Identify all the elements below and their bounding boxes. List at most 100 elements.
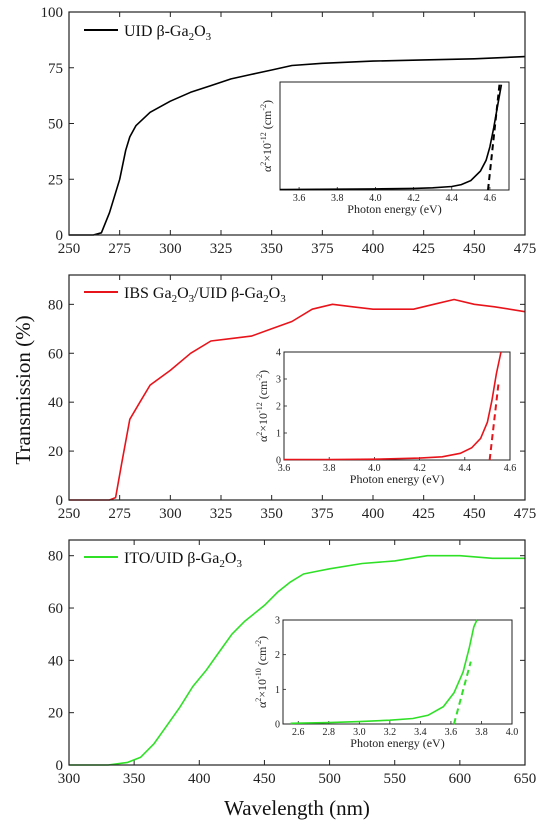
inset-x-tick-label: 3.2 bbox=[384, 727, 397, 738]
x-tick-label: 450 bbox=[463, 506, 486, 522]
inset-y-tick-label: 4 bbox=[276, 348, 281, 359]
x-tick-label: 400 bbox=[188, 771, 211, 787]
inset-fit-line bbox=[487, 84, 501, 191]
y-tick-label: 50 bbox=[48, 117, 63, 133]
inset-x-tick-label: 4.0 bbox=[368, 463, 381, 474]
inset-x-tick-label: 4.6 bbox=[504, 463, 517, 474]
y-tick-label: 60 bbox=[48, 601, 63, 617]
x-tick-label: 475 bbox=[514, 241, 537, 257]
legend-label: ITO/UID β-Ga2O3 bbox=[124, 550, 242, 570]
x-tick-label: 350 bbox=[260, 506, 283, 522]
x-tick-label: 600 bbox=[449, 771, 472, 787]
y-tick-label: 0 bbox=[56, 493, 64, 509]
y-tick-label: 60 bbox=[48, 346, 63, 362]
inset-frame-bg bbox=[283, 351, 511, 461]
inset-x-tick-label: 4.2 bbox=[413, 463, 426, 474]
inset-y-tick-label: 0 bbox=[275, 720, 280, 731]
inset-x-tick-label: 2.6 bbox=[292, 727, 305, 738]
inset-frame-bg bbox=[279, 81, 510, 191]
inset-x-tick-label: 4.0 bbox=[369, 193, 382, 204]
inset-x-axis-title: Photon energy (eV) bbox=[350, 472, 444, 486]
inset-y-tick-label: 2 bbox=[275, 650, 280, 661]
x-tick-label: 400 bbox=[362, 241, 385, 257]
x-tick-label: 450 bbox=[463, 241, 486, 257]
inset-y-tick-label: 2 bbox=[276, 402, 281, 413]
y-tick-label: 20 bbox=[48, 706, 63, 722]
x-tick-label: 425 bbox=[412, 241, 435, 257]
y-tick-label: 40 bbox=[48, 653, 63, 669]
inset-y-tick-label: 1 bbox=[276, 429, 281, 440]
inset-fit-line bbox=[488, 381, 500, 461]
x-tick-label: 350 bbox=[123, 771, 146, 787]
inset-x-tick-label: 4.6 bbox=[484, 193, 497, 204]
x-tick-label: 325 bbox=[210, 241, 233, 257]
y-tick-label: 80 bbox=[48, 549, 63, 565]
inset-y-tick-label: 3 bbox=[276, 375, 281, 386]
inset-x-tick-label: 3.8 bbox=[331, 193, 344, 204]
y-tick-label: 20 bbox=[48, 444, 63, 460]
inset-x-tick-label: 2.8 bbox=[323, 727, 336, 738]
x-tick-label: 425 bbox=[412, 506, 435, 522]
inset-x-tick-label: 3.8 bbox=[475, 727, 488, 738]
y-tick-label: 25 bbox=[48, 172, 63, 188]
inset-x-tick-label: 3.4 bbox=[414, 727, 427, 738]
x-tick-label: 475 bbox=[514, 506, 537, 522]
inset-frame-bg bbox=[282, 619, 513, 725]
x-tick-label: 350 bbox=[260, 241, 283, 257]
y-tick-label: 40 bbox=[48, 395, 63, 411]
inset-series-line bbox=[279, 84, 503, 191]
x-tick-label: 300 bbox=[159, 241, 182, 257]
inset-chart-2: 3.6 3.8 4.0 4.2 4.4 4.6 0 1 2 3 4 Photon energy (eV… bbox=[255, 348, 516, 487]
plot-frame bbox=[68, 539, 526, 766]
y-tick-label: 75 bbox=[48, 61, 63, 77]
inset-x-tick-label: 3.8 bbox=[323, 463, 336, 474]
x-tick-label: 275 bbox=[108, 241, 131, 257]
x-tick-label: 250 bbox=[58, 241, 81, 257]
inset-x-tick-label: 3.6 bbox=[293, 193, 306, 204]
inset-chart-1: 3.6 3.8 4.0 4.2 4.4 4.6 Photon energy (eV) α2×1… bbox=[259, 81, 510, 216]
plot-frame bbox=[68, 11, 526, 236]
y-tick-label: 0 bbox=[56, 758, 64, 774]
panel-1: 250 275 300 325 350 375 400 425 450 475 0 25 50 75 100… bbox=[41, 5, 537, 257]
inset-y-axis-title: α2×10-12 (cm-2) bbox=[255, 370, 270, 442]
y-tick-label: 80 bbox=[48, 297, 63, 313]
legend-label: UID β-Ga2O3 bbox=[124, 23, 212, 43]
x-tick-label: 650 bbox=[514, 771, 537, 787]
inset-y-tick-label: 3 bbox=[275, 616, 280, 627]
inset-x-tick-label: 3.6 bbox=[445, 727, 458, 738]
x-tick-label: 325 bbox=[210, 506, 233, 522]
panel-2: 250 275 300 325 350 375 400 425 450 475020406080I… bbox=[48, 274, 537, 522]
y-tick-label: 100 bbox=[41, 5, 64, 21]
inset-x-tick-label: 3.0 bbox=[353, 727, 366, 738]
series-line bbox=[69, 554, 525, 766]
series-line bbox=[69, 55, 526, 236]
x-tick-label: 500 bbox=[318, 771, 341, 787]
inset-series-line bbox=[284, 351, 502, 461]
inset-x-tick-label: 4.0 bbox=[506, 727, 519, 738]
x-tick-label: 275 bbox=[108, 506, 131, 522]
x-tick-label: 375 bbox=[311, 506, 334, 522]
series-line bbox=[69, 298, 526, 501]
inset-x-tick-label: 4.2 bbox=[407, 193, 420, 204]
x-tick-label: 400 bbox=[362, 506, 385, 522]
inset-fit-line bbox=[453, 661, 472, 725]
legend-label: IBS Ga2O3/UID β-Ga2O3 bbox=[124, 285, 286, 305]
x-tick-label: 300 bbox=[58, 771, 81, 787]
x-tick-label: 450 bbox=[253, 771, 276, 787]
y-axis-title: Transmission (%) bbox=[11, 315, 35, 464]
x-tick-label: 250 bbox=[58, 506, 81, 522]
x-tick-label: 550 bbox=[383, 771, 406, 787]
inset-x-axis-title: Photon energy (eV) bbox=[350, 736, 444, 750]
inset-x-tick-label: 4.4 bbox=[459, 463, 472, 474]
x-tick-label: 300 bbox=[159, 506, 182, 522]
y-tick-label: 0 bbox=[56, 228, 64, 244]
inset-y-tick-label: 1 bbox=[275, 685, 280, 696]
inset-chart-3: 2.6 2.8 3.0 3.2 3.4 3.6 3.8 4.0 0 1 2 3 Photon energ… bbox=[254, 616, 518, 751]
inset-x-axis-title: Photon energy (eV) bbox=[347, 202, 441, 216]
inset-x-tick-label: 3.6 bbox=[278, 463, 291, 474]
inset-y-tick-label: 0 bbox=[276, 456, 281, 467]
plot-frame bbox=[68, 274, 526, 501]
inset-y-axis-title: α2×10-12 (cm-2) bbox=[259, 100, 274, 172]
